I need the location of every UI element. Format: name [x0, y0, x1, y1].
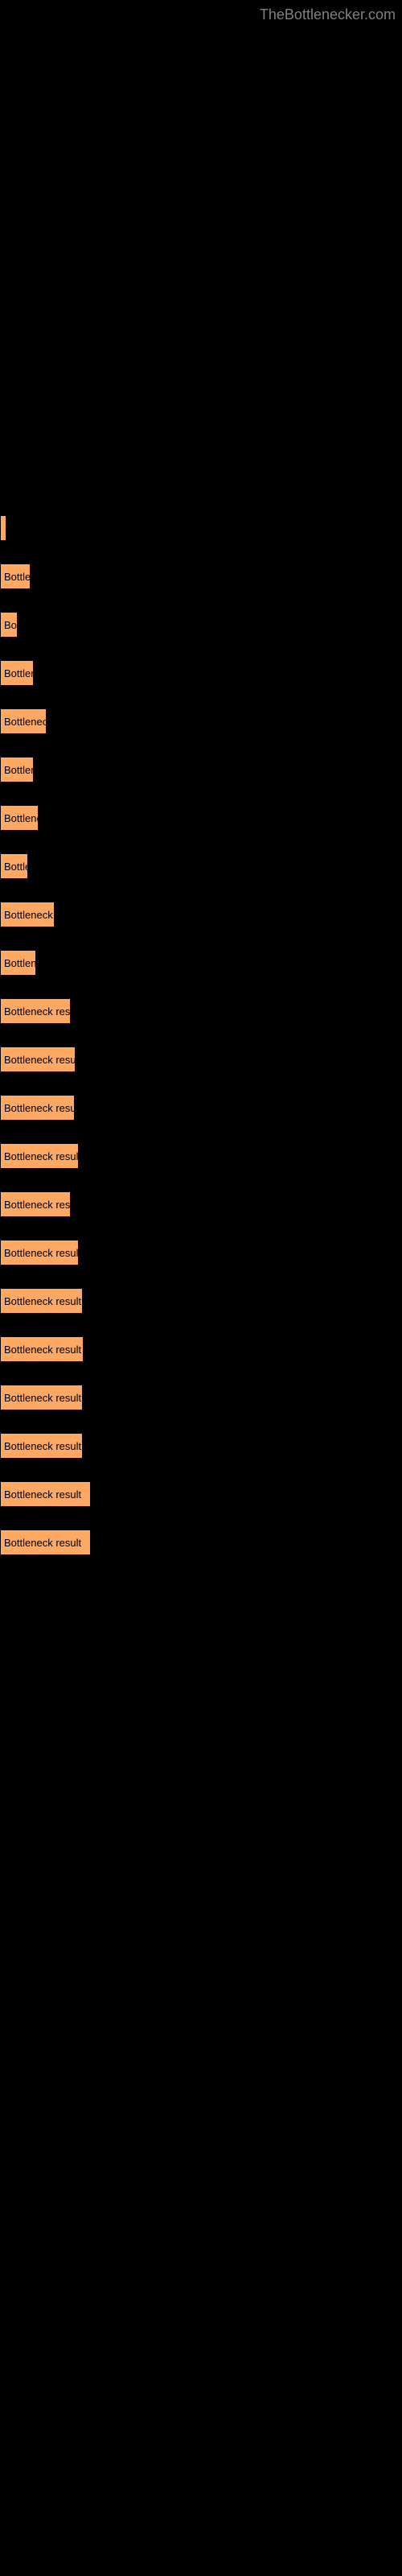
bar-row: Bottleneck [0, 708, 402, 734]
bar-text: Bottlene [4, 957, 35, 969]
bar-text: Bottleneck result [4, 1537, 81, 1549]
bar: Bottleneck r [0, 902, 55, 927]
bar: Bottleneck result [0, 1095, 75, 1121]
bar-text: Bottleneck result [4, 1392, 81, 1404]
bar-row: Bottleneck result [0, 1046, 402, 1072]
bar: Bo [0, 612, 18, 638]
bar: Bottlenec [0, 805, 39, 831]
bar-row: Bottleneck result [0, 1481, 402, 1507]
bar: Bottleneck result [0, 1433, 83, 1459]
bar-row: Bottleneck result [0, 1095, 402, 1121]
bar: Bottleneck result [0, 1046, 76, 1072]
bar: Bottleneck result [0, 1481, 91, 1507]
bar: Bottleneck [0, 708, 47, 734]
bar: Bottleneck result [0, 1240, 79, 1265]
bar: Bottleneck result [0, 1336, 84, 1362]
bar-text: Bo [4, 619, 17, 631]
bar: Bottler [0, 564, 31, 589]
bar-row: Bottlen [0, 660, 402, 686]
bar-row: Bo [0, 612, 402, 638]
bar-text: Bottleneck result [4, 1102, 74, 1114]
bar: Bottlen [0, 660, 34, 686]
bar-text: Bottleneck result [4, 1150, 78, 1162]
bar-text: Bottlen [4, 667, 33, 679]
bar-text: Bottleneck res [4, 1199, 70, 1211]
bar-text: Bottler [4, 571, 30, 583]
bar-row: Bottleneck result [0, 1143, 402, 1169]
bar: Bottleneck resu [0, 998, 71, 1024]
bar: Bottleneck result [0, 1530, 91, 1555]
bar-row: Bottleneck result [0, 1433, 402, 1459]
bar-row: Bottleneck result [0, 1336, 402, 1362]
bar: Bottlene [0, 950, 36, 976]
bar-text: Bottleneck result [4, 1440, 81, 1452]
bar-row: Bottleneck result [0, 1530, 402, 1555]
bar-text: Bottleneck result [4, 1488, 81, 1501]
bar-text: Bottleneck result [4, 1054, 75, 1066]
bar-row: Bottleneck resu [0, 998, 402, 1024]
bar-row: Bottleneck result [0, 1385, 402, 1410]
bar-text: Bottleneck result [4, 1344, 81, 1356]
bar-text: Bottleneck r [4, 909, 54, 921]
bar: Bottleneck res [0, 1191, 71, 1217]
bar-row: Bottlenec [0, 805, 402, 831]
bar-text: Bottleneck resu [4, 1005, 70, 1018]
bar [0, 515, 6, 541]
bar: Bottleneck result [0, 1288, 83, 1314]
bar-text: Bottleneck result [4, 1247, 78, 1259]
bar-row: Bottlen [0, 757, 402, 782]
bar-row: Bottleneck result [0, 1288, 402, 1314]
bar: Bottle [0, 853, 28, 879]
bar-row: Bottleneck result [0, 1240, 402, 1265]
bar: Bottleneck result [0, 1385, 83, 1410]
bar-row: Bottleneck res [0, 1191, 402, 1217]
bar-text: Bottle [4, 861, 27, 873]
bar-row: Bottleneck r [0, 902, 402, 927]
bar-row [0, 515, 402, 541]
bar-text: Bottleneck [4, 716, 46, 728]
bar-text: Bottlen [4, 764, 33, 776]
bar-text: Bottleneck result [4, 1295, 81, 1307]
bar-chart: Bottler Bo Bottlen Bottleneck Bottlen Bottlen… [0, 0, 402, 1555]
bar: Bottleneck result [0, 1143, 79, 1169]
bar: Bottlen [0, 757, 34, 782]
bar-row: Bottle [0, 853, 402, 879]
bar-row: Bottlene [0, 950, 402, 976]
bar-text: Bottlenec [4, 812, 38, 824]
bar-row: Bottler [0, 564, 402, 589]
